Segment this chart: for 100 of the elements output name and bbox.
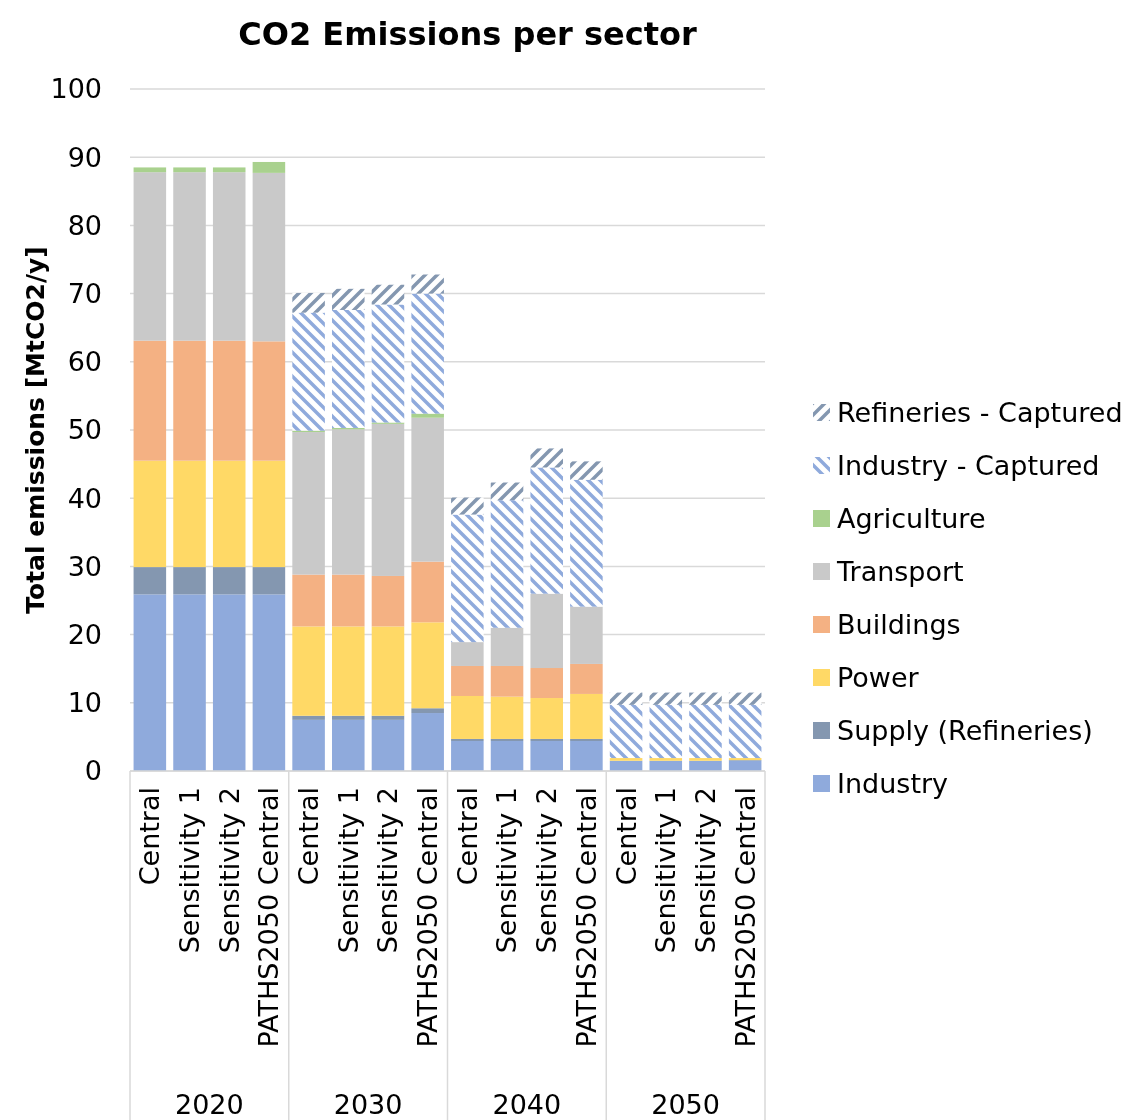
bar (252, 172, 286, 342)
y-tick-label: 0 (84, 755, 102, 787)
bar (212, 340, 246, 461)
y-tick-label: 50 (67, 414, 102, 446)
bar (212, 594, 246, 771)
bar (451, 665, 484, 696)
bar (371, 423, 405, 576)
x-tick-label: Sensitivity 2 (689, 787, 721, 954)
y-tick-label: 80 (67, 209, 102, 241)
text: 2020 (175, 1089, 244, 1120)
x-tick-label: Central (451, 787, 483, 886)
bar (133, 594, 167, 771)
bar (451, 738, 484, 741)
bar (609, 758, 643, 761)
bar (530, 593, 563, 669)
bar (609, 704, 643, 759)
bar (451, 642, 484, 666)
x-tick-label: Central (293, 787, 325, 886)
bar (133, 172, 167, 341)
bar (451, 497, 484, 515)
bar (570, 693, 603, 739)
x-tick-label: Sensitivity 1 (650, 787, 682, 954)
bar (332, 626, 365, 716)
bar (530, 448, 563, 468)
bar (411, 713, 444, 771)
bar (173, 594, 206, 771)
bar (173, 567, 206, 595)
legend-label: Buildings (837, 609, 961, 641)
bar (371, 284, 405, 305)
y-tick-label: 100 (50, 73, 102, 105)
y-axis-title: Total emissions [MtCO2/y] (21, 246, 50, 614)
bar (212, 460, 246, 568)
bar (728, 692, 762, 705)
x-tick-label: Central (610, 787, 642, 886)
bar (332, 715, 365, 720)
bar (728, 704, 762, 759)
bar (332, 309, 365, 428)
bar (649, 692, 683, 705)
legend-label: Refineries - Captured (837, 397, 1123, 429)
y-tick-label: 40 (67, 482, 102, 514)
x-tick-label: PATHS2050 Central (729, 787, 761, 1048)
bar (490, 740, 524, 771)
bar (411, 417, 444, 562)
bar (173, 460, 206, 568)
bar (252, 460, 286, 568)
x-tick-label: Sensitivity 2 (213, 787, 245, 954)
bar (133, 340, 167, 461)
x-tick-label: Sensitivity 1 (491, 787, 523, 954)
bar (530, 668, 563, 699)
bar (133, 567, 167, 595)
legend-label: Power (837, 662, 920, 694)
y-tick-label: 60 (67, 346, 102, 378)
bar (252, 161, 286, 173)
bar (371, 626, 405, 716)
legend-label: Supply (Refineries) (837, 715, 1093, 747)
x-tick-label: Sensitivity 1 (173, 787, 205, 954)
y-tick-label: 90 (67, 141, 102, 173)
bar (649, 704, 683, 759)
legend-label: Agriculture (837, 503, 986, 535)
bar (411, 708, 444, 714)
x-tick-label: Sensitivity 1 (332, 787, 364, 954)
bar (332, 288, 365, 310)
bar (173, 340, 206, 461)
y-tick-label: 30 (67, 550, 102, 582)
bar (451, 514, 484, 643)
bar (212, 567, 246, 595)
x-tick-label: PATHS2050 Central (412, 787, 444, 1048)
bar (133, 167, 167, 173)
bar (451, 695, 484, 739)
bar (252, 341, 286, 461)
bar (411, 622, 444, 709)
bar (411, 413, 444, 418)
bar (570, 738, 603, 741)
bar (173, 167, 206, 173)
bar (490, 627, 524, 666)
legend-label: Industry - Captured (837, 450, 1100, 482)
bar (371, 719, 405, 771)
bar (689, 692, 722, 705)
bar (411, 561, 444, 623)
bar (371, 575, 405, 627)
x-tick-label: Sensitivity 2 (531, 787, 563, 954)
bar (292, 719, 325, 771)
bar (292, 292, 325, 313)
bar (530, 467, 563, 594)
bar (292, 626, 325, 716)
bar (252, 594, 286, 771)
y-tick-label: 70 (67, 278, 102, 310)
bar (292, 715, 325, 720)
bar (451, 740, 484, 771)
legend-label: Industry (837, 768, 949, 800)
bar (212, 172, 246, 341)
bar (411, 274, 444, 294)
bar (173, 172, 206, 341)
bar (689, 758, 722, 761)
bar (530, 738, 563, 741)
bar (371, 304, 405, 423)
bar (490, 696, 524, 739)
bar (490, 665, 524, 697)
bar (649, 758, 683, 761)
y-tick-label: 10 (67, 687, 102, 719)
